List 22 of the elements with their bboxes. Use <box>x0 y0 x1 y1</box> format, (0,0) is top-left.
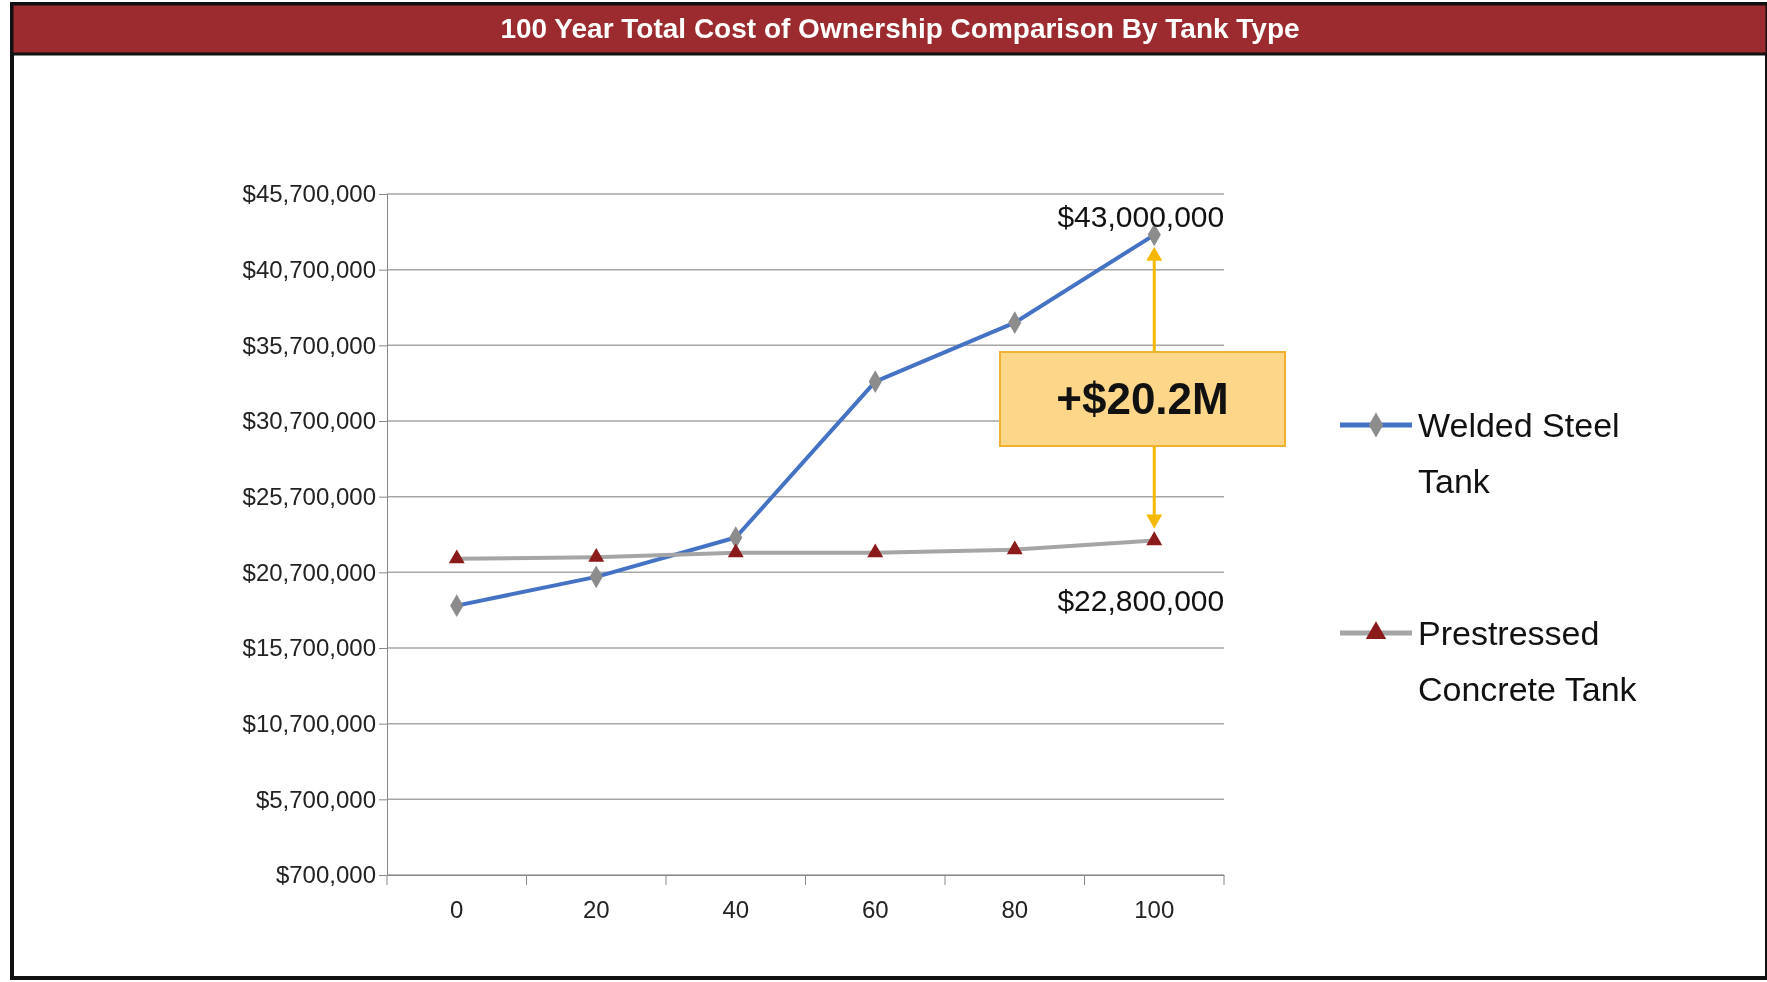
y-tick-label: $15,700,000 <box>242 634 376 662</box>
y-tick-label: $45,700,000 <box>242 180 376 208</box>
annotation: +$20.2M <box>1056 374 1229 423</box>
y-tick-label: $20,700,000 <box>242 558 376 586</box>
y-tick-label: $5,700,000 <box>255 785 376 813</box>
x-tick-label: 40 <box>722 896 750 924</box>
legend-label: Prestressed Concrete Tank <box>1418 614 1638 708</box>
x-tick-label: 80 <box>1001 896 1029 924</box>
annotation: $22,800,000 <box>1057 583 1225 617</box>
y-tick-label: $700,000 <box>275 861 376 889</box>
y-tick-label: $35,700,000 <box>242 331 376 359</box>
annotation: $43,000,000 <box>1057 199 1225 233</box>
y-tick-label: $25,700,000 <box>242 482 376 510</box>
chart-title: 100 Year Total Cost of Ownership Comparison By Tank Type <box>500 13 1300 44</box>
x-tick-label: 0 <box>450 896 464 924</box>
y-tick-label: $10,700,000 <box>242 709 376 737</box>
y-tick-label: $30,700,000 <box>242 407 376 435</box>
legend-label: Welded Steel Tank <box>1418 406 1620 500</box>
x-tick-label: 60 <box>861 896 889 924</box>
x-tick-label: 100 <box>1134 896 1175 924</box>
y-tick-label: $40,700,000 <box>242 255 376 283</box>
x-tick-label: 20 <box>582 896 610 924</box>
